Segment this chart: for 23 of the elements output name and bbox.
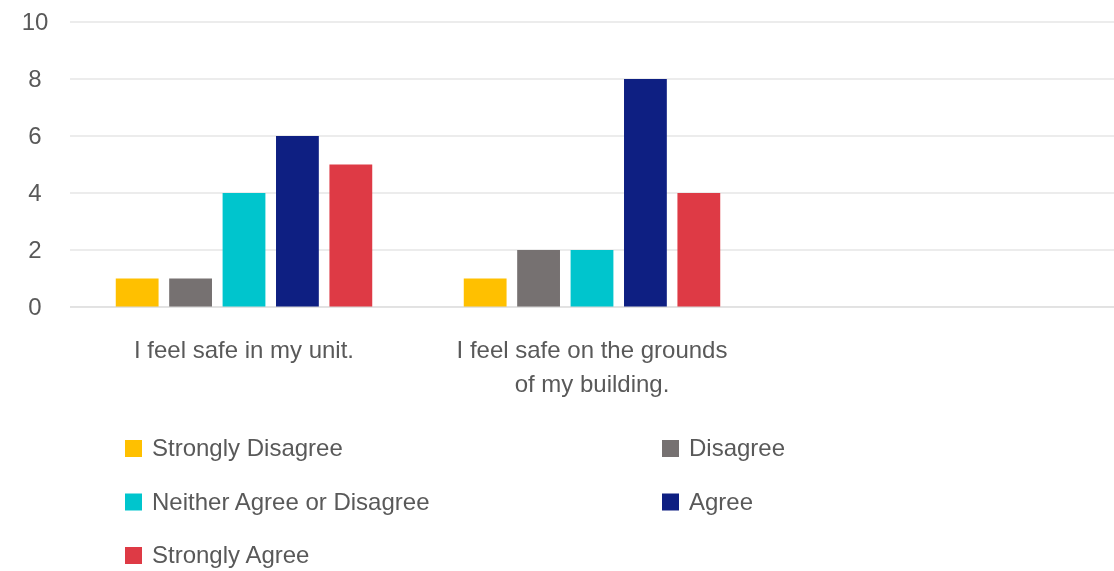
y-tick-label: 4: [28, 179, 42, 207]
bar: [222, 193, 266, 307]
y-tick-label: 2: [28, 236, 42, 264]
y-tick-label: 8: [28, 65, 42, 93]
bar: [570, 250, 614, 307]
x-tick-label: I feel safe in my unit.: [133, 336, 355, 363]
legend-label: Agree: [689, 487, 754, 515]
y-tick-label: 6: [28, 122, 42, 150]
bar: [169, 278, 212, 307]
legend-label: Neither Agree or Disagree: [152, 487, 430, 515]
legend-label: Disagree: [689, 434, 786, 462]
bar: [463, 278, 507, 307]
y-tick-label: 10: [21, 8, 49, 36]
bar: [517, 250, 560, 307]
bar: [115, 278, 159, 307]
legend-label: Strongly Disagree: [152, 434, 343, 462]
bar: [624, 79, 667, 307]
y-tick-label: 0: [28, 293, 42, 321]
bar: [329, 164, 373, 307]
legend-label: Strongly Agree: [152, 541, 310, 569]
x-tick-label: I feel safe on the grounds of my building.: [456, 336, 728, 397]
bar: [276, 136, 319, 307]
bar: [677, 193, 721, 307]
